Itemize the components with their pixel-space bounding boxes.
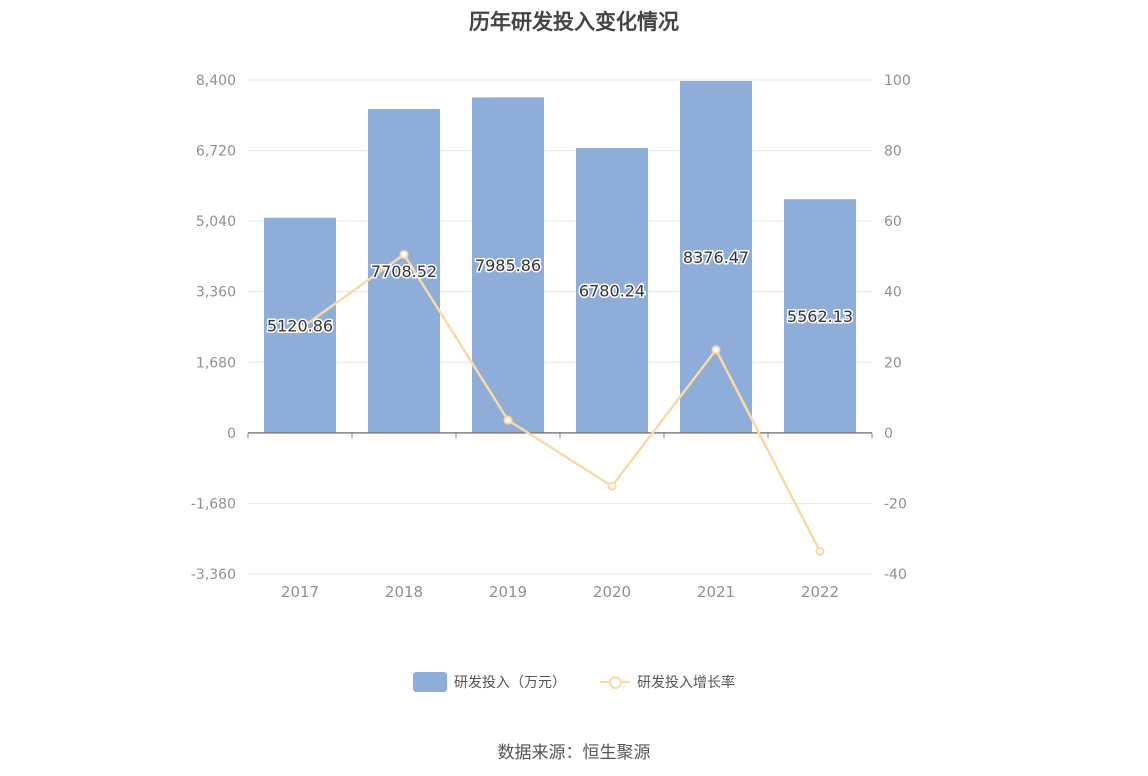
y-left-tick-label: 1,680 (196, 355, 236, 371)
y-left-tick-label: 3,360 (196, 285, 236, 301)
y-right-tick-label: 100 (884, 73, 911, 89)
bar-value-label: 7985.86 (475, 256, 541, 275)
bar (784, 199, 856, 433)
y-left-tick-label: 5,040 (196, 214, 236, 230)
label-layer: 5120.86 7708.52 7985.86 6780.24 8376.47 5562.… (265, 246, 854, 336)
growth-rate-line (299, 252, 822, 552)
y-left-tick-label: 0 (227, 426, 236, 442)
bar (680, 80, 752, 433)
data-source: 数据来源：恒生聚源 (497, 743, 651, 763)
bar (472, 97, 544, 433)
x-tick-label: 2017 (281, 583, 319, 601)
x-tick-label: 2020 (593, 583, 631, 601)
growth-rate-point (607, 481, 617, 491)
bar-value-label: 6780.24 (579, 281, 645, 300)
x-tick-label: 2021 (697, 583, 735, 601)
bar-layer (264, 80, 856, 433)
bar (576, 148, 648, 433)
bar-value-label: 5120.86 (267, 316, 333, 335)
legend-bar-label: 研发投入（万元） (454, 675, 566, 691)
line-layer (295, 250, 825, 556)
legend-item-bar[interactable]: 研发投入（万元） (413, 672, 566, 692)
y-left-tick-label: -3,360 (191, 567, 236, 583)
axis-layer: 8,400 6,720 5,040 3,360 1,680 0 -1,680 -3,360 10… (191, 73, 911, 601)
y-left-tick-label: 6,720 (196, 144, 236, 160)
y-right-tick-label: 20 (884, 355, 902, 371)
chart-title: 历年研发投入变化情况 (469, 10, 679, 34)
x-tick-label: 2018 (385, 583, 423, 601)
legend-line-swatch (600, 672, 630, 692)
chart-svg: 8,400 6,720 5,040 3,360 1,680 0 -1,680 -3,360 10… (191, 73, 911, 601)
legend: 研发投入（万元） 研发投入增长率 (0, 672, 1148, 692)
bar-value-label: 5562.13 (787, 307, 853, 326)
legend-item-line[interactable]: 研发投入增长率 (600, 672, 735, 692)
growth-rate-point (503, 415, 513, 425)
x-tick-label: 2022 (801, 583, 839, 601)
growth-rate-point (295, 324, 305, 334)
y-right-tick-label: 80 (884, 144, 902, 160)
x-tick-label: 2019 (489, 583, 527, 601)
bar-value-label: 7708.52 (371, 262, 437, 281)
y-left-tick-label: 8,400 (196, 73, 236, 89)
legend-line-label: 研发投入增长率 (637, 675, 735, 691)
y-right-tick-label: -20 (884, 496, 907, 512)
grid-layer (248, 79, 872, 575)
growth-rate-point (815, 546, 825, 556)
y-left-tick-label: -1,680 (191, 496, 236, 512)
y-right-tick-label: 60 (884, 214, 902, 230)
y-right-tick-label: 40 (884, 285, 902, 301)
growth-rate-point (399, 250, 409, 260)
y-right-tick-label: -40 (884, 567, 907, 583)
growth-rate-point (711, 345, 721, 355)
bar-value-label: 8376.47 (683, 248, 749, 267)
y-right-tick-label: 0 (884, 426, 893, 442)
legend-bar-swatch (413, 672, 447, 692)
